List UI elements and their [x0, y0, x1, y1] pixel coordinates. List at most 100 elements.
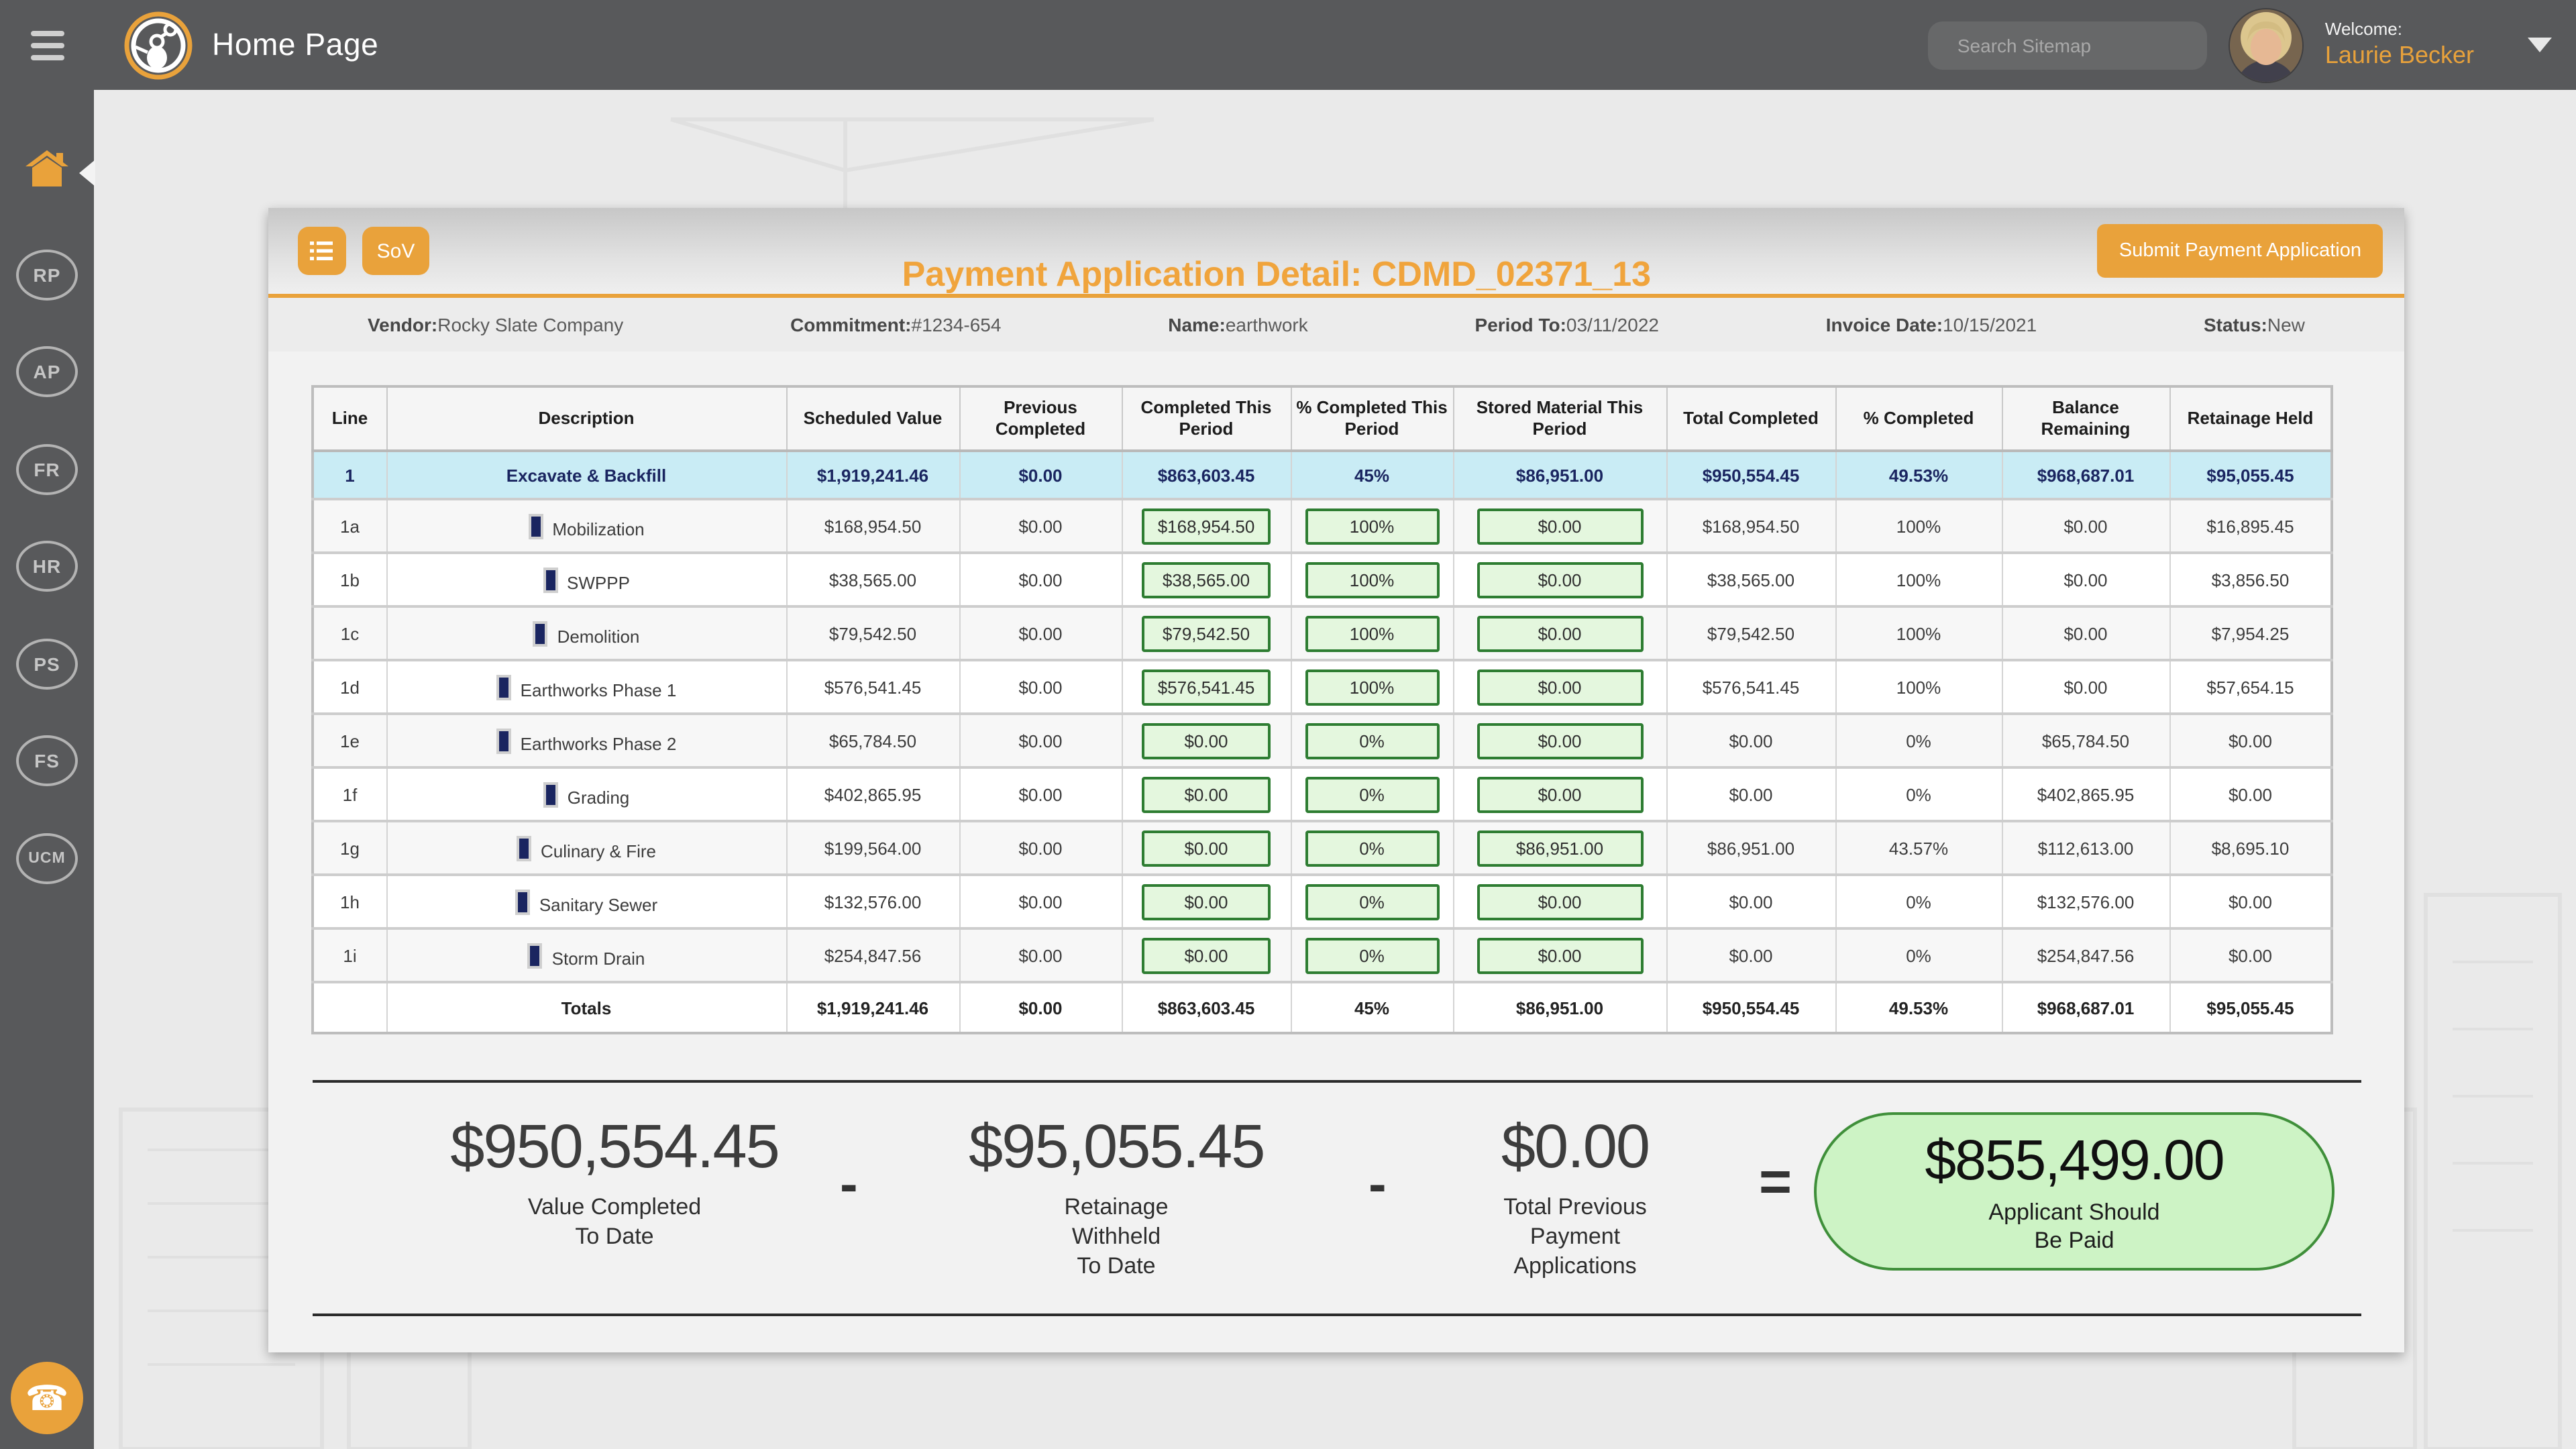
pct-completed-this-period-input[interactable]	[1305, 883, 1439, 920]
scheduled-value-cell: $199,564.00	[786, 820, 960, 875]
pct-completed-this-period-input[interactable]	[1305, 508, 1439, 544]
pct-completed-this-period-input[interactable]	[1305, 830, 1439, 866]
welcome-label: Welcome:	[2324, 19, 2402, 40]
totals-row: Totals $1,919,241.46 $0.00 $863,603.45 45% $8…	[312, 981, 2332, 1034]
description-cell: Grading	[386, 766, 787, 822]
user-avatar[interactable]	[2228, 7, 2304, 83]
line-number-cell: 1i	[312, 927, 387, 983]
stored-material-this-period-input[interactable]	[1477, 722, 1643, 759]
pct-completed-this-period-cell	[1290, 712, 1454, 768]
stored-material-this-period-cell: $86,951.00	[1452, 449, 1667, 500]
schedule-of-values-table: Line Description Scheduled Value Previou…	[311, 385, 2333, 1034]
sidebar-item-fr[interactable]: FR	[16, 444, 78, 495]
info-label: Name:	[1168, 314, 1226, 335]
scheduled-value-cell: $65,784.50	[786, 712, 960, 768]
stored-material-this-period-input[interactable]	[1477, 776, 1643, 812]
completed-this-period-cell: $863,603.45	[1121, 449, 1291, 500]
completed-this-period-cell	[1121, 766, 1291, 822]
sidebar-item-ps[interactable]: PS	[16, 639, 78, 690]
completed-this-period-input[interactable]	[1142, 615, 1271, 651]
pct-completed-cell: 100%	[1835, 605, 2002, 661]
stored-material-this-period-input[interactable]	[1477, 561, 1643, 598]
pct-completed-this-period-input[interactable]	[1305, 561, 1439, 598]
retainage-held-cell: $95,055.45	[2169, 449, 2332, 500]
completed-this-period-cell	[1121, 712, 1291, 768]
summary-label: Value Completed To Date	[527, 1194, 702, 1249]
completed-this-period-input[interactable]	[1142, 669, 1271, 705]
completed-this-period-input[interactable]	[1142, 722, 1271, 759]
stored-material-this-period-input[interactable]	[1477, 508, 1643, 544]
search-input[interactable]	[1954, 33, 2203, 57]
completed-this-period-input[interactable]	[1142, 883, 1271, 920]
description-text: Demolition	[557, 626, 640, 646]
pct-completed-this-period-input[interactable]	[1305, 937, 1439, 973]
total-completed-cell: $86,951.00	[1666, 820, 1836, 875]
info-value: Rocky Slate Company	[437, 314, 624, 335]
phone-icon: ☎	[25, 1377, 69, 1417]
stored-material-this-period-input[interactable]	[1477, 669, 1643, 705]
stored-material-this-period-input[interactable]	[1477, 830, 1643, 866]
sov-row-1d: 1d Earthworks Phase 1 $576,541.45 $0.00 $576…	[312, 659, 2332, 714]
info-commitment: Commitment:#1234-654	[790, 314, 1001, 335]
balance-remaining-cell: $0.00	[2001, 551, 2170, 607]
completed-this-period-input[interactable]	[1142, 830, 1271, 866]
pct-completed-this-period-cell	[1290, 820, 1454, 875]
sidebar-item-ap[interactable]: AP	[16, 346, 78, 397]
sidebar-item-ucm[interactable]: UCM	[16, 833, 78, 884]
chevron-down-icon[interactable]	[2528, 38, 2552, 52]
applicant-should-be-paid-badge: $855,499.00 Applicant Should Be Paid	[1814, 1112, 2334, 1271]
col-header-retainage-held: Retainage Held	[2169, 386, 2332, 452]
stored-material-this-period-input[interactable]	[1477, 615, 1643, 651]
pct-completed-this-period-input[interactable]	[1305, 669, 1439, 705]
sidebar-item-hr[interactable]: HR	[16, 541, 78, 592]
completed-this-period-input[interactable]	[1142, 776, 1271, 812]
sidebar-item-label: PS	[34, 653, 60, 675]
line-number-cell: 1c	[312, 605, 387, 661]
sov-button[interactable]: SoV	[362, 227, 429, 275]
submit-payment-application-button[interactable]: Submit Payment Application	[2097, 224, 2383, 278]
pct-completed-this-period-input[interactable]	[1305, 722, 1439, 759]
line-number-cell: 1b	[312, 551, 387, 607]
pct-completed-this-period-cell	[1290, 659, 1454, 714]
minus-operator: -	[840, 1155, 858, 1214]
brand: Home Page	[123, 10, 378, 80]
stored-material-this-period-input[interactable]	[1477, 883, 1643, 920]
pct-completed-this-period-input[interactable]	[1305, 776, 1439, 812]
balance-remaining-cell: $968,687.01	[2001, 981, 2170, 1034]
scheduled-value-cell: $576,541.45	[786, 659, 960, 714]
balance-remaining-cell: $968,687.01	[2001, 449, 2170, 500]
description-text: Sanitary Sewer	[539, 894, 658, 914]
stored-material-this-period-cell	[1452, 659, 1667, 714]
page-title-header: Home Page	[212, 27, 379, 62]
home-icon	[25, 150, 68, 186]
page-title: Payment Application Detail: CDMD_02371_1…	[902, 254, 1652, 294]
description-text: Culinary & Fire	[541, 841, 656, 861]
col-header-scheduled-value: Scheduled Value	[786, 386, 960, 452]
sidebar-item-fs[interactable]: FS	[16, 735, 78, 786]
phone-contact-button[interactable]: ☎	[11, 1362, 83, 1434]
sidebar-item-rp[interactable]: RP	[16, 250, 78, 301]
hamburger-menu-icon[interactable]	[0, 0, 94, 90]
list-view-button[interactable]	[298, 227, 346, 275]
stored-material-this-period-input[interactable]	[1477, 937, 1643, 973]
indent-marker-icon	[496, 728, 511, 753]
pct-completed-cell: 0%	[1835, 766, 2002, 822]
list-icon	[310, 241, 333, 260]
description-cell: Sanitary Sewer	[386, 873, 787, 929]
completed-this-period-input[interactable]	[1142, 561, 1271, 598]
indent-marker-icon	[527, 943, 543, 968]
previous-completed-cell: $0.00	[959, 712, 1122, 768]
description-text: Earthworks Phase 1	[520, 680, 677, 700]
stored-material-this-period-cell	[1452, 498, 1667, 553]
pct-completed-cell: 49.53%	[1835, 981, 2002, 1034]
pct-completed-cell: 43.57%	[1835, 820, 2002, 875]
previous-completed-cell: $0.00	[959, 498, 1122, 553]
sov-row-1a: 1a Mobilization $168,954.50 $0.00 $168,954.5…	[312, 498, 2332, 553]
sidebar-item-home[interactable]	[24, 149, 70, 196]
total-completed-cell: $0.00	[1666, 712, 1836, 768]
pct-completed-this-period-input[interactable]	[1305, 615, 1439, 651]
completed-this-period-input[interactable]	[1142, 937, 1271, 973]
col-header-completed-this-period: Completed This Period	[1121, 386, 1291, 452]
completed-this-period-input[interactable]	[1142, 508, 1271, 544]
total-completed-cell: $0.00	[1666, 927, 1836, 983]
